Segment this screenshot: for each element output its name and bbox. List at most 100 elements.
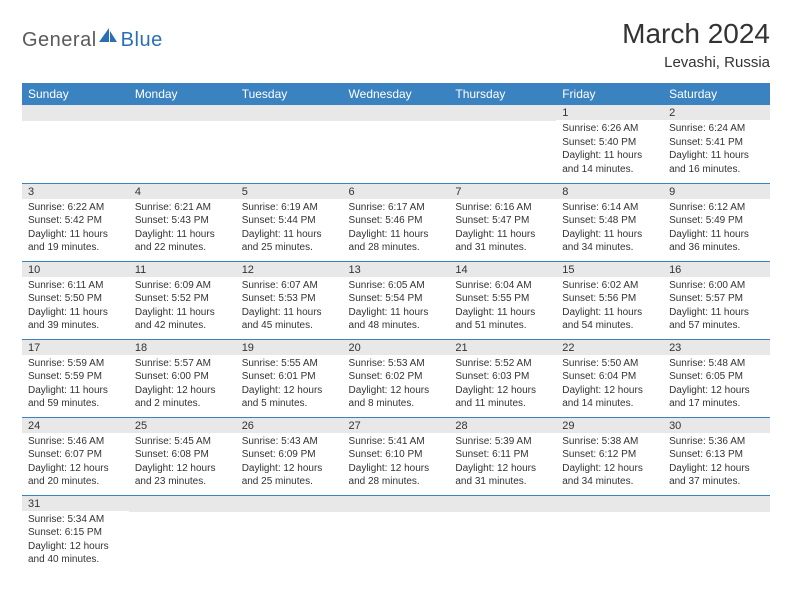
day-details: Sunrise: 5:39 AMSunset: 6:11 PMDaylight:… (449, 433, 556, 493)
day-number: 8 (556, 184, 663, 199)
header: General Blue March 2024 Levashi, Russia (22, 18, 770, 71)
calendar-blank-cell (236, 105, 343, 183)
calendar-blank-cell (449, 105, 556, 183)
day-details: Sunrise: 5:34 AMSunset: 6:15 PMDaylight:… (22, 511, 129, 571)
day-details: Sunrise: 6:22 AMSunset: 5:42 PMDaylight:… (22, 199, 129, 259)
daynum-blank (556, 496, 663, 512)
daynum-blank (343, 105, 450, 121)
calendar-day-cell: 6Sunrise: 6:17 AMSunset: 5:46 PMDaylight… (343, 183, 450, 261)
calendar-day-cell: 11Sunrise: 6:09 AMSunset: 5:52 PMDayligh… (129, 261, 236, 339)
calendar-week-row: 24Sunrise: 5:46 AMSunset: 6:07 PMDayligh… (22, 417, 770, 495)
day-number: 28 (449, 418, 556, 433)
sail-icon (97, 26, 119, 49)
calendar-week-row: 17Sunrise: 5:59 AMSunset: 5:59 PMDayligh… (22, 339, 770, 417)
calendar-day-cell: 18Sunrise: 5:57 AMSunset: 6:00 PMDayligh… (129, 339, 236, 417)
calendar-day-cell: 9Sunrise: 6:12 AMSunset: 5:49 PMDaylight… (663, 183, 770, 261)
location: Levashi, Russia (622, 54, 770, 71)
day-number: 29 (556, 418, 663, 433)
day-number: 6 (343, 184, 450, 199)
day-details: Sunrise: 6:12 AMSunset: 5:49 PMDaylight:… (663, 199, 770, 259)
calendar-week-row: 1Sunrise: 6:26 AMSunset: 5:40 PMDaylight… (22, 105, 770, 183)
day-details: Sunrise: 5:46 AMSunset: 6:07 PMDaylight:… (22, 433, 129, 493)
day-number: 4 (129, 184, 236, 199)
calendar-day-cell: 2Sunrise: 6:24 AMSunset: 5:41 PMDaylight… (663, 105, 770, 183)
day-number: 3 (22, 184, 129, 199)
day-number: 7 (449, 184, 556, 199)
calendar-blank-cell (129, 495, 236, 573)
calendar-day-cell: 3Sunrise: 6:22 AMSunset: 5:42 PMDaylight… (22, 183, 129, 261)
day-number: 2 (663, 105, 770, 120)
calendar-week-row: 3Sunrise: 6:22 AMSunset: 5:42 PMDaylight… (22, 183, 770, 261)
logo-text-general: General (22, 29, 97, 52)
day-details: Sunrise: 5:41 AMSunset: 6:10 PMDaylight:… (343, 433, 450, 493)
weekday-header: Sunday (22, 83, 129, 105)
daynum-blank (22, 105, 129, 121)
day-details: Sunrise: 6:00 AMSunset: 5:57 PMDaylight:… (663, 277, 770, 337)
calendar-blank-cell (556, 495, 663, 573)
daynum-blank (449, 496, 556, 512)
day-number: 24 (22, 418, 129, 433)
calendar-table: SundayMondayTuesdayWednesdayThursdayFrid… (22, 83, 770, 573)
day-number: 10 (22, 262, 129, 277)
calendar-blank-cell (129, 105, 236, 183)
calendar-day-cell: 12Sunrise: 6:07 AMSunset: 5:53 PMDayligh… (236, 261, 343, 339)
calendar-day-cell: 8Sunrise: 6:14 AMSunset: 5:48 PMDaylight… (556, 183, 663, 261)
calendar-blank-cell (22, 105, 129, 183)
weekday-header: Saturday (663, 83, 770, 105)
calendar-day-cell: 28Sunrise: 5:39 AMSunset: 6:11 PMDayligh… (449, 417, 556, 495)
day-details: Sunrise: 6:02 AMSunset: 5:56 PMDaylight:… (556, 277, 663, 337)
weekday-header: Monday (129, 83, 236, 105)
day-details: Sunrise: 6:04 AMSunset: 5:55 PMDaylight:… (449, 277, 556, 337)
day-details: Sunrise: 5:43 AMSunset: 6:09 PMDaylight:… (236, 433, 343, 493)
day-number: 9 (663, 184, 770, 199)
day-number: 16 (663, 262, 770, 277)
day-details: Sunrise: 5:45 AMSunset: 6:08 PMDaylight:… (129, 433, 236, 493)
calendar-day-cell: 25Sunrise: 5:45 AMSunset: 6:08 PMDayligh… (129, 417, 236, 495)
calendar-day-cell: 4Sunrise: 6:21 AMSunset: 5:43 PMDaylight… (129, 183, 236, 261)
daynum-blank (449, 105, 556, 121)
day-number: 5 (236, 184, 343, 199)
daynum-blank (663, 496, 770, 512)
day-details: Sunrise: 6:14 AMSunset: 5:48 PMDaylight:… (556, 199, 663, 259)
calendar-blank-cell (343, 105, 450, 183)
logo-text-blue: Blue (121, 29, 163, 52)
day-details: Sunrise: 6:17 AMSunset: 5:46 PMDaylight:… (343, 199, 450, 259)
day-details: Sunrise: 6:11 AMSunset: 5:50 PMDaylight:… (22, 277, 129, 337)
day-details: Sunrise: 5:53 AMSunset: 6:02 PMDaylight:… (343, 355, 450, 415)
calendar-day-cell: 29Sunrise: 5:38 AMSunset: 6:12 PMDayligh… (556, 417, 663, 495)
day-details: Sunrise: 5:48 AMSunset: 6:05 PMDaylight:… (663, 355, 770, 415)
weekday-header-row: SundayMondayTuesdayWednesdayThursdayFrid… (22, 83, 770, 105)
title-block: March 2024 Levashi, Russia (622, 18, 770, 71)
calendar-week-row: 10Sunrise: 6:11 AMSunset: 5:50 PMDayligh… (22, 261, 770, 339)
day-number: 17 (22, 340, 129, 355)
day-number: 14 (449, 262, 556, 277)
weekday-header: Tuesday (236, 83, 343, 105)
weekday-header: Wednesday (343, 83, 450, 105)
day-details: Sunrise: 5:57 AMSunset: 6:00 PMDaylight:… (129, 355, 236, 415)
calendar-blank-cell (449, 495, 556, 573)
calendar-day-cell: 16Sunrise: 6:00 AMSunset: 5:57 PMDayligh… (663, 261, 770, 339)
day-number: 25 (129, 418, 236, 433)
day-number: 11 (129, 262, 236, 277)
day-details: Sunrise: 6:19 AMSunset: 5:44 PMDaylight:… (236, 199, 343, 259)
day-details: Sunrise: 5:59 AMSunset: 5:59 PMDaylight:… (22, 355, 129, 415)
day-details: Sunrise: 5:50 AMSunset: 6:04 PMDaylight:… (556, 355, 663, 415)
day-number: 13 (343, 262, 450, 277)
calendar-week-row: 31Sunrise: 5:34 AMSunset: 6:15 PMDayligh… (22, 495, 770, 573)
day-number: 31 (22, 496, 129, 511)
day-details: Sunrise: 6:05 AMSunset: 5:54 PMDaylight:… (343, 277, 450, 337)
calendar-day-cell: 23Sunrise: 5:48 AMSunset: 6:05 PMDayligh… (663, 339, 770, 417)
daynum-blank (129, 496, 236, 512)
day-number: 18 (129, 340, 236, 355)
calendar-blank-cell (663, 495, 770, 573)
calendar-day-cell: 15Sunrise: 6:02 AMSunset: 5:56 PMDayligh… (556, 261, 663, 339)
day-details: Sunrise: 6:24 AMSunset: 5:41 PMDaylight:… (663, 120, 770, 180)
calendar-day-cell: 5Sunrise: 6:19 AMSunset: 5:44 PMDaylight… (236, 183, 343, 261)
day-number: 20 (343, 340, 450, 355)
calendar-day-cell: 22Sunrise: 5:50 AMSunset: 6:04 PMDayligh… (556, 339, 663, 417)
day-details: Sunrise: 6:21 AMSunset: 5:43 PMDaylight:… (129, 199, 236, 259)
calendar-day-cell: 19Sunrise: 5:55 AMSunset: 6:01 PMDayligh… (236, 339, 343, 417)
calendar-day-cell: 13Sunrise: 6:05 AMSunset: 5:54 PMDayligh… (343, 261, 450, 339)
daynum-blank (129, 105, 236, 121)
calendar-blank-cell (343, 495, 450, 573)
